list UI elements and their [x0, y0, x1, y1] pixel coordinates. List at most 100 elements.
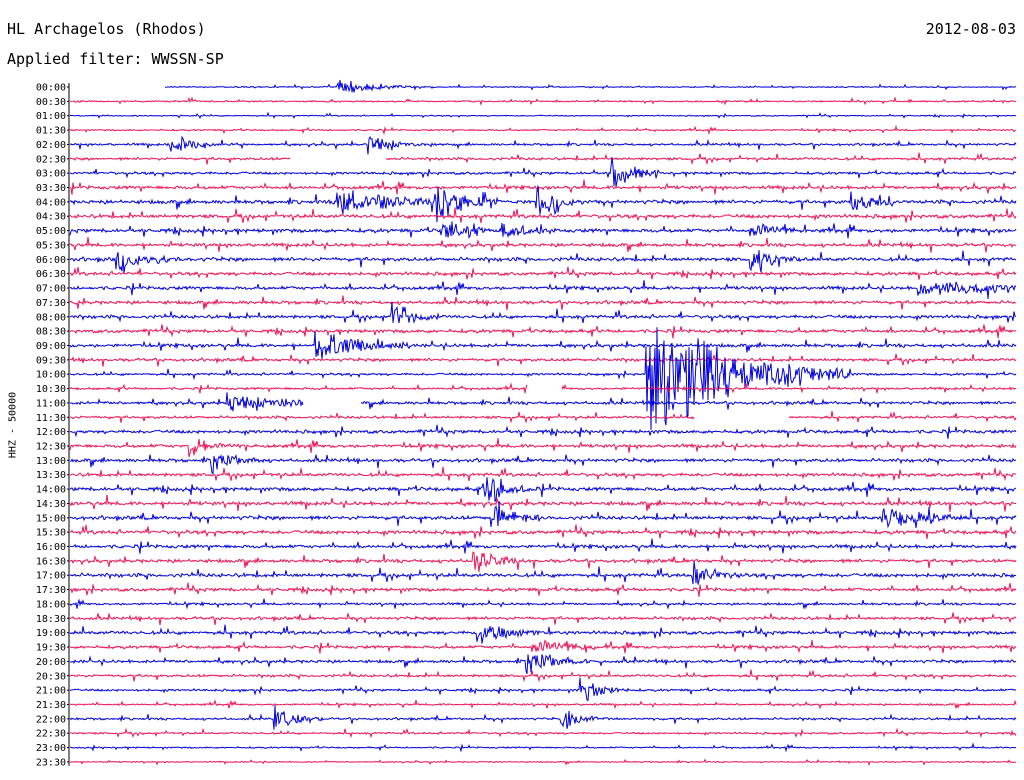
trace-row-0630	[69, 266, 1017, 280]
date-label: 2012-08-03	[925, 20, 1016, 38]
trace-row-0600	[69, 250, 1017, 274]
trace-group	[69, 79, 1017, 766]
trace-row-0030	[69, 96, 1017, 107]
trace-row-0830	[69, 324, 1017, 339]
trace-row-0200	[69, 135, 1017, 155]
row-time-label: 04:30	[36, 212, 66, 223]
row-time-label: 17:00	[36, 571, 66, 582]
trace-row-1530	[69, 524, 1017, 539]
trace-row-0530	[69, 237, 1016, 253]
row-time-label: 02:00	[36, 140, 66, 151]
row-time-label: 19:30	[36, 643, 66, 654]
row-time-label: 10:00	[36, 370, 66, 381]
trace-row-1500	[69, 501, 1017, 529]
row-time-label: 23:30	[36, 757, 66, 768]
station-title: HL Archagelos (Rhodos)	[7, 20, 206, 38]
row-time-label: 11:00	[36, 398, 66, 409]
trace-row-1230	[69, 438, 1017, 458]
row-time-label: 00:00	[36, 83, 66, 94]
trace-row-0930	[69, 353, 1017, 367]
row-time-label: 04:00	[36, 197, 66, 208]
trace-row-0400	[69, 185, 1017, 223]
row-time-label: 02:30	[36, 154, 66, 165]
row-time-label: 14:00	[36, 485, 66, 496]
trace-row-2300	[69, 742, 1017, 753]
row-time-label: 15:30	[36, 528, 66, 539]
trace-row-1030	[69, 382, 1017, 395]
row-time-label: 07:00	[36, 284, 66, 295]
trace-row-0900	[69, 331, 1017, 360]
row-time-label: 01:00	[36, 111, 66, 122]
row-time-label: 12:00	[36, 427, 66, 438]
trace-row-1330	[69, 466, 1017, 481]
trace-row-0430	[69, 207, 1017, 224]
row-time-label: 03:00	[36, 169, 66, 180]
row-time-label: 03:30	[36, 183, 66, 194]
row-time-label: 21:00	[36, 686, 66, 697]
row-time-label: 01:30	[36, 126, 66, 137]
trace-row-2330	[69, 758, 1017, 766]
row-label-group: 00:00 00:30 01:00 01:30 02:00 02:30 03:00 03:30…	[36, 83, 69, 768]
row-time-label: 08:30	[36, 327, 66, 338]
trace-row-2030	[69, 669, 1017, 683]
row-time-label: 22:30	[36, 729, 66, 740]
row-time-label: 22:00	[36, 714, 66, 725]
trace-row-0000	[164, 79, 1017, 93]
trace-row-1730	[69, 582, 1017, 597]
row-time-label: 20:30	[36, 671, 66, 682]
row-time-label: 10:30	[36, 384, 66, 395]
trace-row-2200	[69, 705, 1017, 730]
row-time-label: 16:30	[36, 556, 66, 567]
trace-row-0730	[69, 295, 1017, 311]
row-time-label: 00:30	[36, 97, 66, 108]
trace-row-1000	[69, 327, 1017, 430]
row-time-label: 07:30	[36, 298, 66, 309]
trace-row-0500	[69, 221, 1017, 239]
row-time-label: 23:00	[36, 743, 66, 754]
trace-row-1830	[69, 612, 1017, 626]
row-time-label: 09:00	[36, 341, 66, 352]
row-time-label: 06:00	[36, 255, 66, 266]
row-time-label: 17:30	[36, 585, 66, 596]
filter-label: Applied filter: WWSSN-SP	[7, 50, 224, 68]
trace-row-1100	[69, 392, 1017, 412]
row-time-label: 08:00	[36, 312, 66, 323]
trace-row-1400	[69, 477, 1017, 502]
trace-row-1900	[69, 624, 1017, 644]
trace-row-2230	[69, 727, 1017, 739]
row-time-label: 20:00	[36, 657, 66, 668]
trace-row-0130	[69, 124, 1017, 136]
trace-row-1200	[69, 424, 1017, 439]
row-time-label: 19:00	[36, 628, 66, 639]
trace-row-2000	[69, 654, 1017, 674]
row-time-label: 21:30	[36, 700, 66, 711]
trace-row-1430	[69, 494, 1016, 513]
row-time-label: 18:00	[36, 599, 66, 610]
row-time-label: 16:00	[36, 542, 66, 553]
trace-row-1300	[69, 453, 1017, 475]
row-time-label: 13:00	[36, 456, 66, 467]
trace-row-1700	[69, 561, 1017, 585]
row-time-label: 14:30	[36, 499, 66, 510]
row-time-label: 05:00	[36, 226, 66, 237]
row-time-label: 11:30	[36, 413, 66, 424]
row-time-label: 13:30	[36, 470, 66, 481]
trace-row-0700	[69, 280, 1017, 300]
row-time-label: 09:30	[36, 355, 66, 366]
trace-row-1600	[69, 538, 1017, 554]
trace-row-1130	[69, 411, 1017, 424]
trace-row-0230	[69, 152, 1017, 166]
trace-row-0330	[69, 179, 1017, 195]
row-time-label: 12:30	[36, 442, 66, 453]
trace-row-1800	[69, 598, 1017, 610]
row-time-label: 05:30	[36, 240, 66, 251]
trace-row-0100	[69, 111, 1017, 120]
trace-row-0300	[69, 157, 1017, 187]
trace-row-2100	[69, 677, 1017, 702]
trace-row-2130	[70, 699, 1017, 710]
trace-row-1630	[69, 551, 1017, 573]
trace-row-0800	[69, 301, 1017, 324]
trace-row-1930	[69, 639, 1017, 654]
row-time-label: 15:00	[36, 513, 66, 524]
